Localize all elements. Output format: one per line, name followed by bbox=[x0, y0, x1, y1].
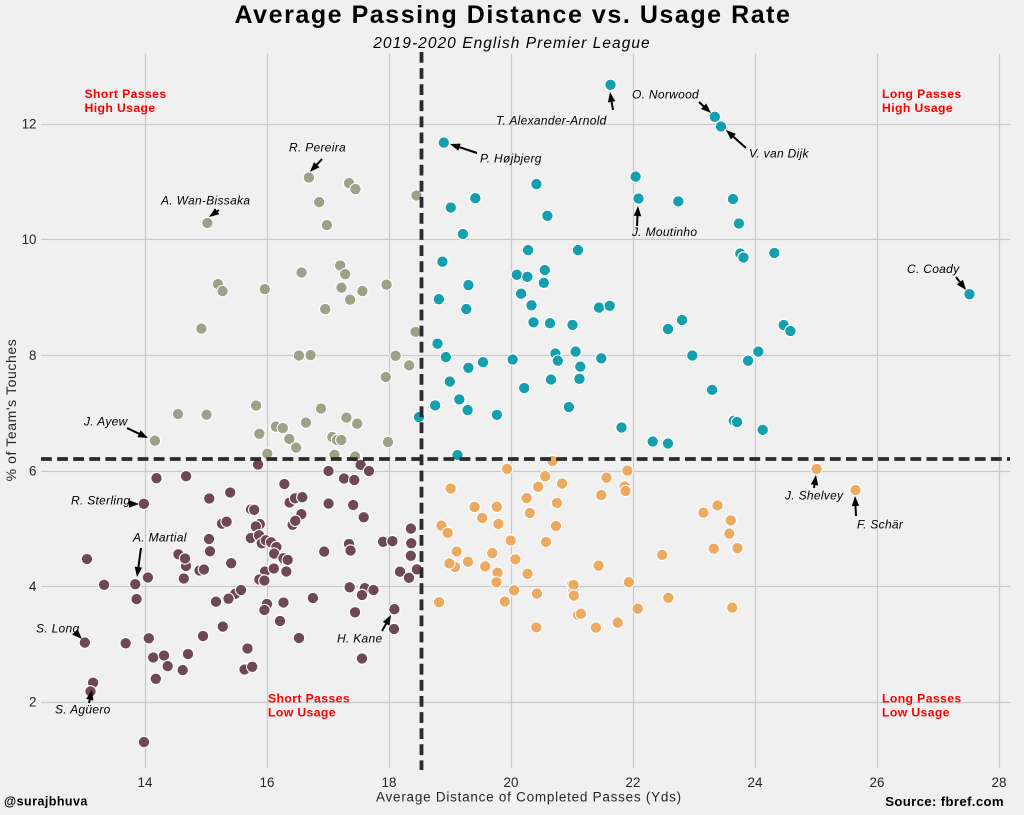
svg-text:S. Agüero: S. Agüero bbox=[55, 703, 111, 717]
svg-text:High Usage: High Usage bbox=[882, 101, 953, 115]
svg-text:20: 20 bbox=[504, 775, 519, 790]
svg-text:T. Alexander-Arnold: T. Alexander-Arnold bbox=[496, 114, 607, 128]
svg-text:28: 28 bbox=[992, 775, 1007, 790]
svg-text:R. Sterling: R. Sterling bbox=[71, 494, 130, 508]
svg-text:Source: fbref.com: Source: fbref.com bbox=[885, 794, 1004, 809]
svg-text:R. Pereira: R. Pereira bbox=[289, 141, 346, 155]
svg-text:6: 6 bbox=[29, 463, 36, 478]
svg-text:% of Team's Touches: % of Team's Touches bbox=[3, 339, 19, 482]
svg-text:12: 12 bbox=[22, 117, 37, 132]
svg-text:J. Ayew: J. Ayew bbox=[83, 415, 129, 429]
svg-text:4: 4 bbox=[29, 579, 37, 594]
svg-text:P. Højbjerg: P. Højbjerg bbox=[480, 152, 542, 166]
svg-text:Average Distance of Completed: Average Distance of Completed Passes (Yd… bbox=[376, 790, 682, 805]
svg-text:S. Long: S. Long bbox=[36, 622, 79, 636]
svg-text:Long Passes: Long Passes bbox=[882, 87, 962, 101]
svg-text:A. Wan-Bissaka: A. Wan-Bissaka bbox=[160, 193, 250, 207]
svg-text:Low Usage: Low Usage bbox=[882, 706, 950, 720]
svg-text:@surajbhuva: @surajbhuva bbox=[4, 795, 88, 809]
svg-text:V. van Dijk: V. van Dijk bbox=[749, 147, 809, 161]
svg-text:High Usage: High Usage bbox=[85, 101, 156, 115]
svg-text:8: 8 bbox=[29, 348, 36, 363]
svg-text:Long Passes: Long Passes bbox=[882, 692, 962, 706]
svg-text:18: 18 bbox=[382, 775, 397, 790]
svg-text:O. Norwood: O. Norwood bbox=[632, 88, 699, 102]
svg-text:10: 10 bbox=[22, 232, 37, 247]
svg-text:F. Schär: F. Schär bbox=[857, 518, 904, 532]
svg-text:A. Martial: A. Martial bbox=[132, 531, 187, 545]
svg-text:24: 24 bbox=[748, 775, 763, 790]
svg-text:C. Coady: C. Coady bbox=[907, 262, 960, 276]
svg-text:Short Passes: Short Passes bbox=[268, 692, 350, 706]
svg-text:22: 22 bbox=[626, 775, 641, 790]
svg-text:2: 2 bbox=[29, 695, 36, 710]
svg-text:Average Passing Distance vs. U: Average Passing Distance vs. Usage Rate bbox=[235, 1, 792, 29]
svg-text:Short Passes: Short Passes bbox=[85, 87, 167, 101]
svg-text:26: 26 bbox=[870, 775, 885, 790]
svg-text:H. Kane: H. Kane bbox=[337, 632, 382, 646]
svg-text:16: 16 bbox=[260, 775, 275, 790]
svg-text:J. Shelvey: J. Shelvey bbox=[784, 489, 844, 503]
svg-text:2019-2020 English Premier Leag: 2019-2020 English Premier League bbox=[372, 35, 650, 52]
svg-text:14: 14 bbox=[138, 775, 153, 790]
svg-text:Low Usage: Low Usage bbox=[268, 706, 336, 720]
svg-text:J. Moutinho: J. Moutinho bbox=[631, 225, 697, 239]
